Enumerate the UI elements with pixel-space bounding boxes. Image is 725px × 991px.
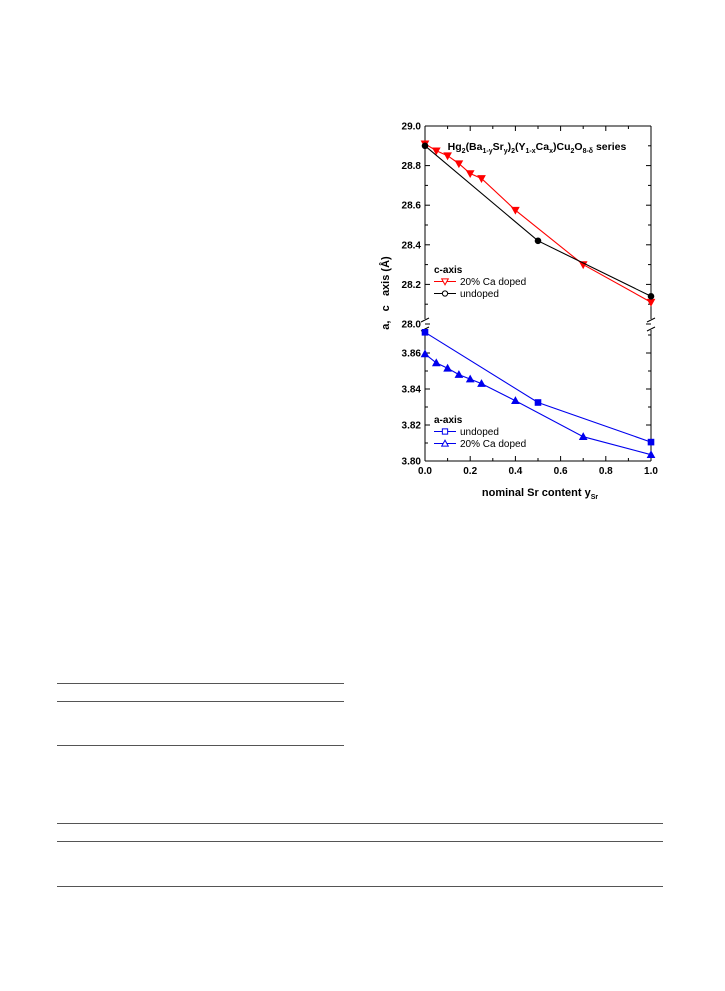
data-point-a-axis-1	[477, 379, 486, 387]
chart-title-part: 2	[570, 148, 574, 155]
chart-title-part: (Ba	[466, 141, 483, 153]
x-axis-label-main: nominal Sr content y	[482, 487, 592, 499]
lattice-parameter-chart: 0.0 0.2 0.4 0.6 0.8 1.0 28.0 28.2 28.4 28.6 28.8 29…	[370, 115, 670, 520]
data-point-a-axis-1	[443, 363, 452, 372]
data-point-a-axis-1	[431, 358, 441, 367]
data-point-a-axis-1	[454, 370, 464, 378]
x-tick-label: 1.0	[644, 466, 658, 477]
data-point-a-axis-1	[511, 396, 520, 404]
legend-title-c-axis: c-axis	[434, 265, 463, 276]
legend-marker-c-axis	[440, 278, 450, 286]
data-point-a-axis-1	[465, 374, 475, 383]
data-point-c-axis-0	[477, 175, 486, 183]
data-point-c-axis-1	[647, 292, 655, 300]
chart-svg: 0.0 0.2 0.4 0.6 0.8 1.0 28.0 28.2 28.4 28.6 28.8 29…	[379, 122, 658, 502]
chart-title-part: Hg	[448, 141, 462, 153]
legend-marker-c-axis	[441, 290, 449, 297]
chart-title-part: y	[504, 148, 508, 155]
table-rule-3	[57, 745, 344, 746]
chart-title: Hg2(Ba1-ySry)2(Y1-xCax)Cu2O8-δ series	[448, 141, 627, 155]
legend-label-c-axis: undoped	[460, 289, 499, 300]
legend-marker-a-axis	[440, 439, 450, 447]
table-rule-2	[57, 701, 344, 702]
data-point-a-axis-0	[534, 399, 542, 406]
y-axis-label: a, c axis (Å)	[379, 256, 392, 330]
data-point-c-axis-1	[534, 237, 542, 245]
y-tick-label: 3.82	[402, 421, 422, 432]
data-point-a-axis-1	[578, 432, 588, 440]
chart-title-part: series	[593, 141, 626, 153]
legend-marker-a-axis	[441, 428, 449, 435]
y-tick-label: 28.6	[402, 201, 422, 212]
table-rule-4	[57, 823, 663, 824]
chart-title-part: Sr	[493, 141, 504, 153]
table-rule-5	[57, 841, 663, 842]
chart-title-part: )Cu	[553, 141, 571, 153]
data-point-a-axis-1	[646, 450, 656, 458]
x-tick-label: 0.0	[418, 466, 432, 477]
y-tick-label: 3.84	[402, 385, 422, 396]
table-rule-6	[57, 886, 663, 887]
x-tick-label: 0.6	[554, 466, 568, 477]
y-tick-label: 28.0	[402, 320, 422, 331]
data-point-c-axis-1	[421, 142, 429, 150]
y-tick-label: 3.80	[402, 457, 422, 468]
data-point-a-axis-0	[421, 329, 429, 336]
data-point-c-axis-0	[443, 152, 452, 161]
axis-break-mark-0-a	[420, 317, 430, 323]
chart-title-part: x	[549, 148, 553, 155]
data-point-a-axis-0	[647, 438, 655, 446]
data-point-a-axis-1	[420, 349, 430, 358]
legend-label-a-axis: 20% Ca doped	[460, 439, 526, 450]
chart-title-part: 1-x	[526, 148, 536, 155]
chart-title-part: 2	[462, 148, 466, 155]
chart-title-part: )	[508, 141, 512, 153]
data-point-c-axis-0	[454, 160, 464, 169]
legend-title-a-axis: a-axis	[434, 415, 463, 426]
chart-title-part: (Y	[515, 141, 526, 153]
x-axis-label: nominal Sr content ySr	[482, 487, 598, 501]
legend-label-a-axis: undoped	[460, 427, 499, 438]
table-rule-1	[57, 683, 344, 684]
chart-title-part: 2	[511, 148, 515, 155]
legend-label-c-axis: 20% Ca doped	[460, 277, 526, 288]
y-tick-label: 3.86	[402, 349, 422, 360]
data-point-c-axis-0	[465, 170, 475, 179]
y-tick-label: 29.0	[402, 122, 422, 133]
y-tick-label: 28.4	[402, 240, 422, 251]
chart-title-part: Ca	[536, 141, 550, 153]
data-point-c-axis-0	[646, 298, 656, 307]
data-point-c-axis-0	[431, 147, 441, 156]
chart-title-part: 8-δ	[583, 148, 593, 155]
chart-title-part: 1-y	[482, 148, 492, 155]
x-tick-label: 0.4	[508, 466, 522, 477]
axis-break-mark-1-a	[646, 317, 656, 323]
x-tick-label: 0.8	[599, 466, 613, 477]
x-axis-label-sub: Sr	[591, 494, 599, 501]
axis-break-mark-1-b	[646, 326, 656, 332]
chart-title-part: O	[574, 141, 582, 153]
y-tick-label: 28.8	[402, 161, 422, 172]
y-tick-label: 28.2	[402, 280, 422, 291]
data-point-c-axis-0	[511, 206, 520, 215]
x-tick-label: 0.2	[463, 466, 477, 477]
